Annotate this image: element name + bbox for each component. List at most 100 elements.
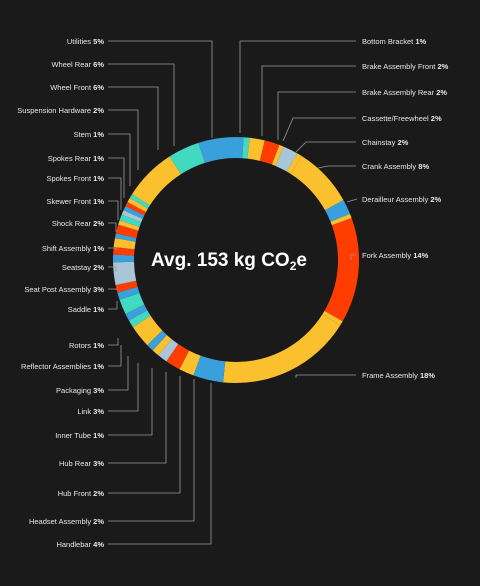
ring-segment-8 <box>290 156 344 211</box>
leader-line-saddle <box>108 301 118 310</box>
leader-line-skewer-front <box>108 200 119 220</box>
segment-label-fork-assembly: Fork Assembly 14% <box>362 251 429 260</box>
segment-label-value: 3% <box>93 285 104 294</box>
segment-label-brake-assembly-rear: Brake Assembly Rear 2% <box>362 88 447 97</box>
segment-label-value: 3% <box>93 459 104 468</box>
segment-label-name: Hub Front <box>58 489 93 498</box>
leader-line-chainstay <box>295 141 356 153</box>
ring-segment-41 <box>198 137 236 163</box>
segment-label-value: 2% <box>430 195 441 204</box>
segment-label-value: 1% <box>93 341 104 350</box>
ring-segment-13 <box>223 314 341 383</box>
ring-segment-14 <box>193 355 226 383</box>
segment-label-name: Shift Assembly <box>42 244 93 253</box>
leader-line-utilities <box>108 40 213 138</box>
segment-label-value: 1% <box>93 431 104 440</box>
ring-segment-38 <box>129 194 150 209</box>
segment-label-suspension-hardware: Suspension Hardware 2% <box>17 106 104 115</box>
segment-label-value: 2% <box>93 106 104 115</box>
segment-label-value: 2% <box>93 489 104 498</box>
leader-line-brake-assembly-front <box>261 65 356 136</box>
segment-label-utilities: Utilities 5% <box>67 37 104 46</box>
segment-label-name: Reflector Assemblies <box>21 362 93 371</box>
ring-segment-33 <box>119 214 142 228</box>
segment-label-name: Crank Assembly <box>362 162 418 171</box>
leader-line-handlebar <box>108 383 212 545</box>
segment-label-name: Headset Assembly <box>29 517 93 526</box>
segment-label-name: Suspension Hardware <box>17 106 93 115</box>
segment-label-spokes-rear: Spokes Rear 1% <box>48 154 105 163</box>
segment-label-name: Spokes Rear <box>48 154 93 163</box>
segment-label-name: Bottom Bracket <box>362 37 415 46</box>
segment-label-reflector-assemblies: Reflector Assemblies 1% <box>21 362 104 371</box>
segment-label-name: Skewer Front <box>46 197 93 206</box>
ring-segment-39 <box>132 156 181 206</box>
segment-label-value: 2% <box>93 219 104 228</box>
ring-segment-30 <box>114 233 137 242</box>
leader-line-rotors <box>108 338 119 346</box>
segment-label-value: 2% <box>93 263 104 272</box>
leader-line-reflector-assemblies <box>108 345 122 367</box>
segment-label-link: Link 3% <box>77 407 104 416</box>
leader-line-wheel-front <box>108 86 159 150</box>
segment-label-value: 4% <box>93 540 104 549</box>
segment-label-value: 3% <box>93 386 104 395</box>
segment-label-value: 2% <box>397 138 408 147</box>
leader-lines <box>108 40 358 545</box>
segment-label-wheel-rear: Wheel Rear 6% <box>51 60 104 69</box>
ring-segment-9 <box>325 200 350 222</box>
segment-label-shift-assembly: Shift Assembly 1% <box>42 244 104 253</box>
leader-line-headset-assembly <box>108 379 195 522</box>
leader-line-shock-rear <box>108 222 117 232</box>
segment-label-cassette-freewheel: Cassette/Freewheel 2% <box>362 114 442 123</box>
leader-line-derailleur-assembly <box>346 198 358 203</box>
ring-segment-31 <box>115 224 139 239</box>
segment-label-name: Seat Post Assembly <box>24 285 93 294</box>
ring-segment-19 <box>147 330 167 351</box>
segment-label-name: Fork Assembly <box>362 251 413 260</box>
ring-segment-40 <box>169 142 205 175</box>
ring-segment-2 <box>242 137 250 159</box>
segment-label-name: Stem <box>74 130 94 139</box>
ring-segment-26 <box>113 261 137 286</box>
center-label: Avg. 153 kg CO2e <box>151 250 307 273</box>
ring-segment-24 <box>117 286 140 300</box>
ring-segment-17 <box>158 339 179 362</box>
segment-label-hub-rear: Hub Rear 3% <box>59 459 104 468</box>
segment-label-name: Chainstay <box>362 138 397 147</box>
donut-ring <box>112 137 359 383</box>
segment-label-seat-post-assembly: Seat Post Assembly 3% <box>24 285 104 294</box>
segment-label-name: Frame Assembly <box>362 371 420 380</box>
segment-label-skewer-front: Skewer Front 1% <box>46 197 104 206</box>
segment-label-brake-assembly-front: Brake Assembly Front 2% <box>362 62 449 71</box>
segment-label-value: 2% <box>93 517 104 526</box>
segment-label-bottom-bracket: Bottom Bracket 1% <box>362 37 427 46</box>
segment-label-stem: Stem 1% <box>74 130 105 139</box>
ring-segment-27 <box>112 254 135 263</box>
segment-label-value: 18% <box>420 371 435 380</box>
segment-label-derailleur-assembly: Derailleur Assembly 2% <box>362 195 442 204</box>
ring-segment-37 <box>127 198 148 212</box>
segment-label-value: 1% <box>93 130 104 139</box>
segment-label-value: 2% <box>437 62 448 71</box>
segment-label-value: 6% <box>93 83 104 92</box>
segment-label-name: Brake Assembly Front <box>362 62 437 71</box>
segment-label-handlebar: Handlebar 4% <box>56 540 104 549</box>
ring-segment-10 <box>330 213 352 226</box>
segment-label-name: Packaging <box>56 386 93 395</box>
leader-line-frame-assembly <box>295 374 356 378</box>
segment-label-name: Handlebar <box>56 540 93 549</box>
ring-segment-23 <box>119 292 145 314</box>
segment-label-seatstay: Seatstay 2% <box>62 263 104 272</box>
segment-label-rotors: Rotors 1% <box>69 341 104 350</box>
segment-label-name: Cassette/Freewheel <box>362 114 431 123</box>
ring-segment-1 <box>236 137 244 159</box>
leader-line-hub-rear <box>108 372 167 464</box>
segment-label-hub-front: Hub Front 2% <box>58 489 105 498</box>
ring-segment-18 <box>152 334 172 356</box>
segment-label-name: Inner Tube <box>55 431 93 440</box>
leader-line-cassette-freewheel <box>282 117 356 142</box>
ring-segment-7 <box>286 153 302 174</box>
segment-label-name: Utilities <box>67 37 93 46</box>
